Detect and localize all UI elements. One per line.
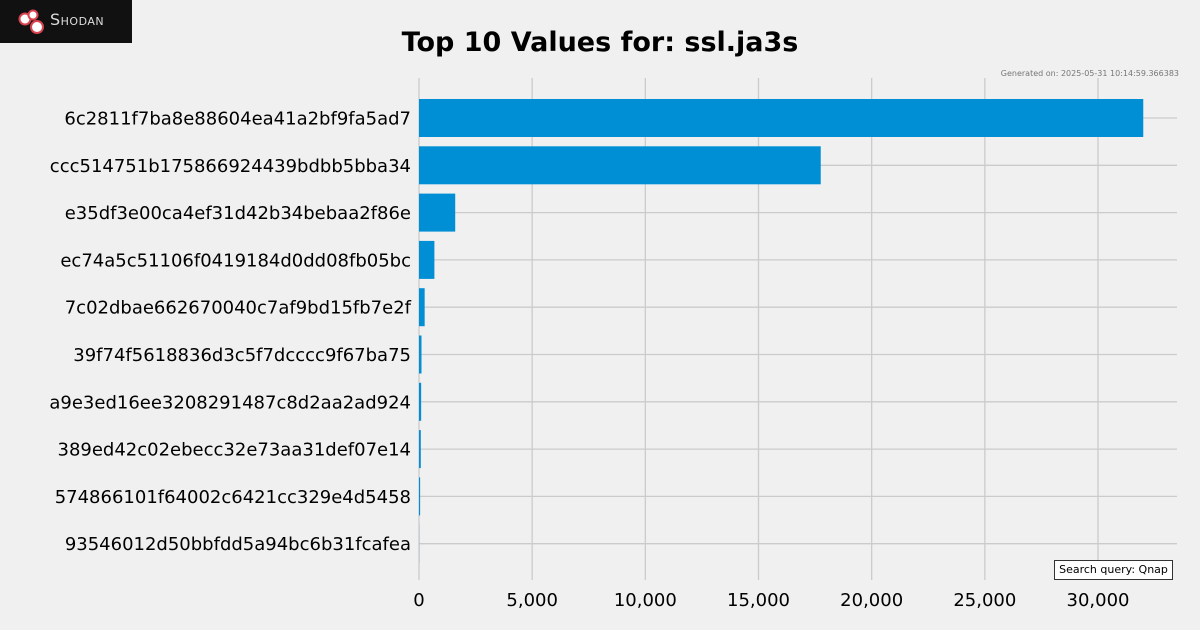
bar (419, 382, 422, 421)
x-tick-label: 25,000 (953, 590, 1016, 611)
chart-title: Top 10 Values for: ssl.ja3s (401, 27, 799, 58)
bar (419, 477, 421, 516)
bar (419, 99, 1144, 137)
bar (419, 430, 421, 469)
category-label: 39f74f5618836d3c5f7dcccc9f67ba75 (73, 345, 411, 366)
generated-timestamp: Generated on: 2025-05-31 10:14:59.366383 (1000, 69, 1179, 78)
x-tick-label: 10,000 (614, 590, 677, 611)
category-label: ccc514751b175866924439bdbb5bba34 (50, 156, 411, 177)
category-labels: 6c2811f7ba8e88604ea41a2bf9fa5ad7 ccc51475… (49, 109, 411, 556)
bar (419, 240, 435, 279)
search-query-box: Search query: Qnap (1054, 560, 1173, 580)
category-label: 93546012d50bbfdd5a94bc6b31fcafea (65, 534, 411, 555)
x-tick-label: 20,000 (840, 590, 903, 611)
bar (419, 193, 456, 232)
category-label: e35df3e00ca4ef31d42b34bebaa2f86e (65, 203, 411, 224)
bars (419, 99, 1144, 563)
logo-brand-text: Shodan (50, 10, 105, 29)
x-tick-label: 30,000 (1067, 590, 1130, 611)
bar (419, 146, 821, 185)
x-tick-label: 5,000 (506, 590, 558, 611)
bar (419, 335, 422, 374)
x-tick-label: 15,000 (727, 590, 790, 611)
x-axis-ticks: 0 5,000 10,000 15,000 20,000 25,000 30,000 (413, 590, 1129, 611)
category-label: 389ed42c02ebecc32e73aa31def07e14 (58, 440, 412, 461)
category-label: 6c2811f7ba8e88604ea41a2bf9fa5ad7 (64, 109, 411, 130)
shodan-logo[interactable]: Shodan (0, 0, 132, 43)
category-label: a9e3ed16ee3208291487c8d2aa2ad924 (49, 392, 411, 413)
category-label: 574866101f64002c6421cc329e4d5458 (55, 487, 411, 508)
category-label: 7c02dbae662670040c7af9bd15fb7e2f (65, 298, 412, 319)
category-label: ec74a5c51106f0419184d0dd08fb05bc (60, 250, 411, 271)
bar (419, 288, 425, 327)
x-tick-label: 0 (413, 590, 424, 611)
shodan-logo-icon (18, 9, 44, 34)
